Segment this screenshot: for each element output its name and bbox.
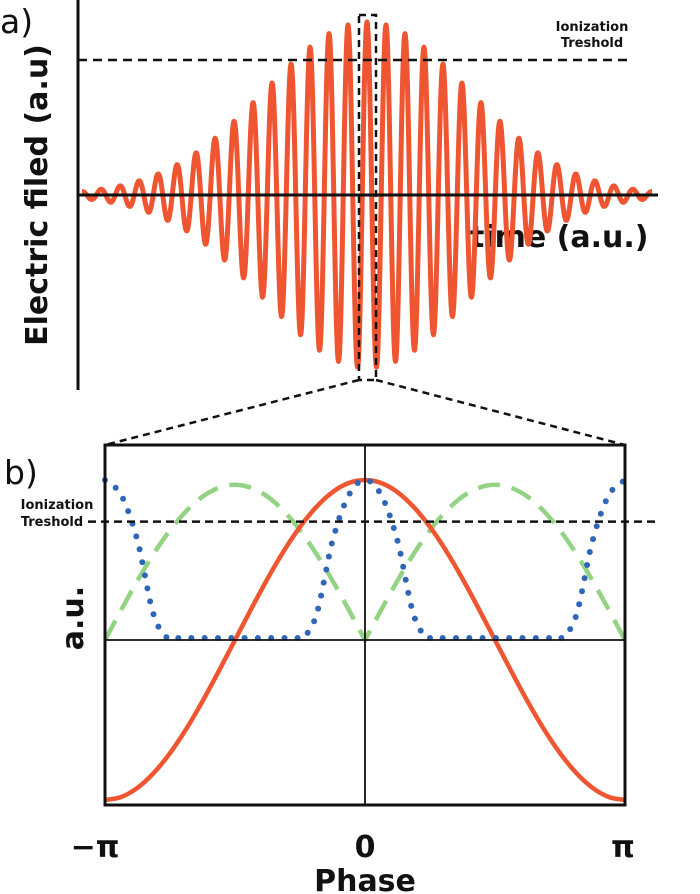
panel-b-ionization-dot [136,546,143,553]
panel-b-y-axis-label: a.u. [56,586,91,650]
panel-b-ionization-dot [417,627,424,634]
panel-b-ionization-dot [133,533,140,540]
panel-b-ionization-dot [572,614,579,620]
panel-b-ionization-dot [318,592,325,599]
panel-b-ionization-dot [320,579,327,586]
panel-b-ionization-dot [328,540,335,547]
panel-b-ionization-dot [397,550,404,557]
panel-a: a) Electric filed (a.u) time (a.u.) Ioni… [0,0,658,447]
panel-b-ionization-dot [584,562,591,568]
panel-a-zoom-box [357,13,378,382]
x-tick-neg-pi: −π [71,830,120,865]
panel-b-ionization-dot [394,537,401,544]
panel-b-ionization-dot [581,575,588,582]
zoom-connector-right [375,378,626,447]
panel-b-ionization-dot [597,510,604,517]
panel-b-ionization-dot [112,484,119,491]
panel-b-ionization-dot [120,495,127,502]
panel-b-ionization-dot [332,527,339,534]
panel-b-ionization-dot [325,553,332,560]
panel-b-ionization-dot [593,523,600,530]
panel-b-ionization-dot [375,488,382,495]
panel-a-x-axis-label: time (a.u.) [470,220,649,255]
panel-b-ionization-dot [609,486,616,493]
panel-b-ionization-dot [125,508,132,515]
panel-b-ionization-dot [382,500,388,506]
panel-b-ionization-dot [567,626,574,633]
panel-b-ionization-dot [304,629,311,636]
panel-b-ionization-dot [386,512,393,519]
panel-b-x-axis-label: Phase [314,864,416,894]
panel-b-ionization-dot [354,480,361,486]
panel-b-threshold-label-line2: Treshold [21,515,83,530]
panel-b-ionization-dot [576,601,583,608]
panel-b-ionization-dot [405,589,412,596]
panel-b-ionization-dot [144,585,151,592]
panel-b-ionization-dot [323,566,330,573]
panel-b-ionization-dot [139,559,146,566]
panel-b-ionization-dot [315,605,322,612]
panel-a-y-axis-label: Electric filed (a.u) [20,44,55,346]
x-tick-pi: π [611,830,635,865]
panel-b-ionization-dot [346,490,353,497]
panel-b: b) Ionization Treshold a.u. −π 0 π Phase [4,443,655,894]
panel-a-pulse-series [80,19,654,370]
panel-b-ionization-dot [390,525,397,531]
panel-b-ionization-dot [147,598,154,605]
panel-b-ionization-dot [408,602,415,609]
panel-b-threshold-label-line1: Ionization [21,498,94,513]
panel-b-ionization-dot [411,615,418,622]
panel-b-ionization-dot [590,536,596,543]
panel-b-ionization-dot [311,618,318,625]
panel-b-ionization-dot [400,563,407,570]
panel-a-threshold-label-line1: Ionization [556,20,629,35]
panel-b-ionization-dot [402,576,409,583]
panel-b-ionization-dot [367,478,373,485]
panel-b-ionization-dot [163,634,170,641]
panel-b-ionization-dot [150,611,157,618]
panel-b-ionization-dot [602,498,609,505]
panel-b-ionization-dot [155,623,162,630]
panel-b-label: b) [4,453,38,492]
panel-b-curves [102,477,627,803]
x-tick-zero: 0 [355,830,376,865]
panel-b-ionization-dot [336,515,343,521]
zoom-connector-left [104,378,360,447]
panel-b-ionization-dot [141,572,148,579]
panel-a-label: a) [0,2,33,41]
panel-b-ionization-dot [586,549,593,555]
panel-b-ionization-dot [341,502,347,509]
panel-a-threshold-label-line2: Treshold [561,36,623,51]
panel-b-ionization-dot [579,588,585,595]
